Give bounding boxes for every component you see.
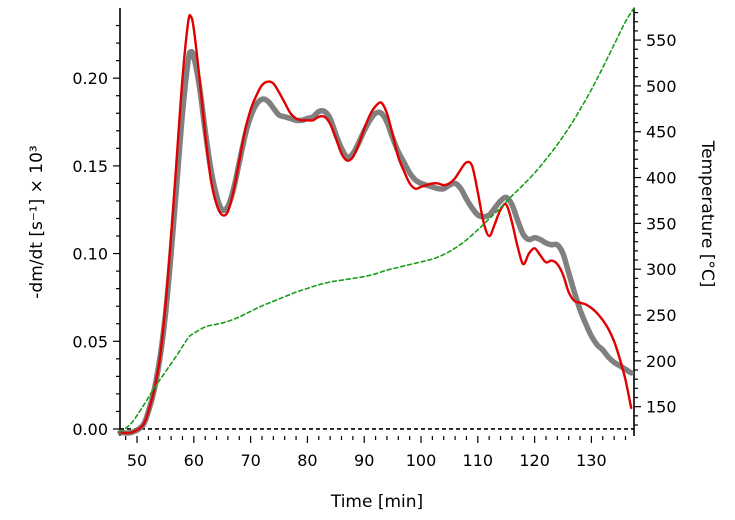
x-tick-label: 60 [184,451,204,470]
right-y-tick-label: 400 [646,169,677,188]
right-y-tick-label: 500 [646,77,677,96]
series-line-2 [118,13,633,435]
left-y-tick-label: 0.00 [72,420,108,439]
right-y-tick-label: 200 [646,352,677,371]
right-y-tick-label: 150 [646,398,677,417]
right-y-tick-label: 550 [646,31,677,50]
ticks-layer: 50 60 70 80 90 100 110 120 130 0.00 0.05 0.10 0.15 0.… [72,11,677,470]
x-tick-label: 100 [406,451,437,470]
x-tick-label: 90 [354,451,374,470]
left-y-tick-label: 0.15 [72,157,108,176]
series-line-1 [117,48,634,436]
right-y-tick-label: 250 [646,306,677,325]
left-y-tick-label: 0.20 [72,69,108,88]
x-tick-label: 80 [297,451,317,470]
series-layer [117,7,635,436]
right-y-tick-label: 450 [646,123,677,142]
x-axis-label: Time [min] [330,492,423,512]
x-tick-label: 120 [519,451,550,470]
x-tick-label: 130 [576,451,607,470]
x-tick-label: 110 [463,451,494,470]
x-tick-label: 50 [127,451,147,470]
left-y-tick-label: 0.10 [72,245,108,264]
right-y-axis-label: Temperature [°C] [697,140,717,288]
x-tick-label: 70 [240,451,260,470]
right-y-tick-label: 300 [646,260,677,279]
plot-frame [119,8,635,436]
left-y-tick-label: 0.05 [72,332,108,351]
series-line-3 [119,7,635,434]
left-y-axis-label: -dm/dt [s⁻¹] × 10³ [27,145,47,298]
right-y-tick-label: 350 [646,214,677,233]
